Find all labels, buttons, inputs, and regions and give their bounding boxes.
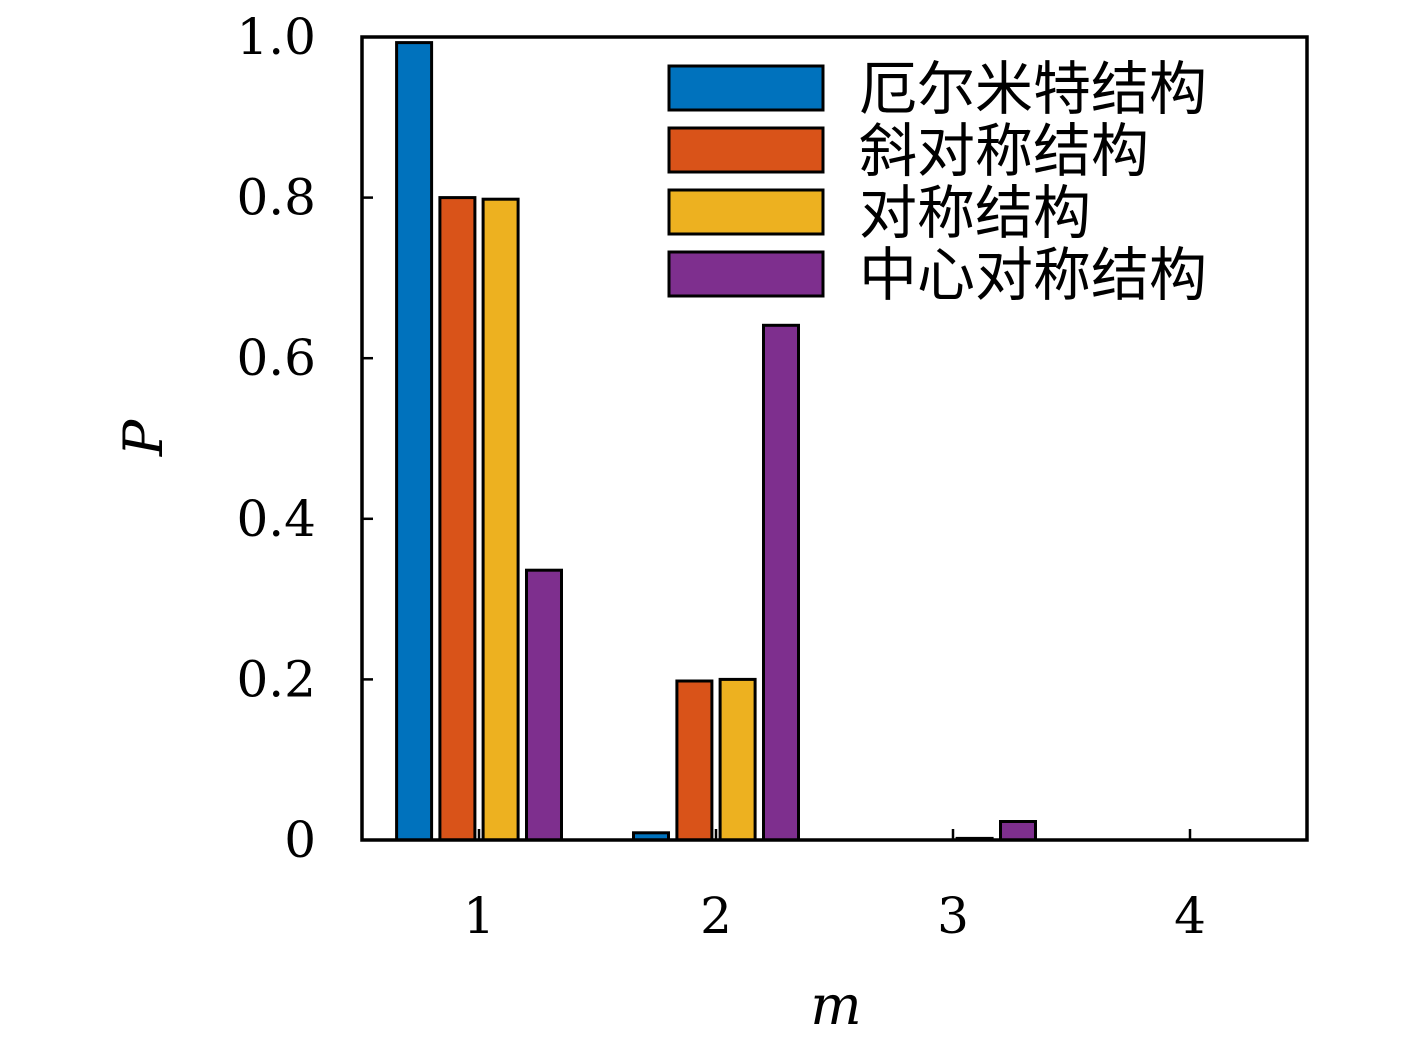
bar-series-4-cat-1 bbox=[525, 568, 563, 842]
bar-series-2-cat-2 bbox=[675, 679, 714, 842]
y-tick-label: 0.8 bbox=[236, 169, 316, 227]
x-tick-label: 2 bbox=[700, 887, 732, 945]
x-axis-label: m bbox=[810, 974, 861, 1037]
x-tick-label: 4 bbox=[1174, 887, 1206, 945]
axes-layer: 0 0.2 0.4 0.6 0.8 1.0 1 2 3 4 bbox=[236, 8, 1309, 945]
legend-label: 对称结构 bbox=[859, 179, 1091, 247]
x-tick-label: 3 bbox=[937, 887, 969, 945]
legend-swatch bbox=[667, 188, 825, 236]
bar-series-3-cat-2 bbox=[718, 677, 757, 842]
y-tick-label: 0 bbox=[284, 811, 316, 869]
legend-label: 斜对称结构 bbox=[859, 117, 1149, 185]
bars-layer bbox=[395, 41, 1037, 842]
legend-swatch bbox=[667, 64, 825, 112]
legend-label: 中心对称结构 bbox=[859, 241, 1207, 309]
bar-series-4-cat-3 bbox=[999, 820, 1037, 842]
legend-swatch bbox=[667, 126, 825, 174]
bar-series-4-cat-2 bbox=[762, 323, 800, 842]
y-tick-label: 0.6 bbox=[236, 329, 316, 387]
bar-series-3-cat-1 bbox=[481, 197, 520, 842]
y-tick-label: 1.0 bbox=[236, 8, 316, 66]
y-tick-label: 0.2 bbox=[236, 650, 316, 708]
plot-frame bbox=[360, 35, 1309, 842]
legend-label: 厄尔米特结构 bbox=[859, 55, 1207, 123]
y-tick-label: 0.4 bbox=[236, 490, 316, 548]
legend-swatch bbox=[667, 250, 825, 298]
bar-series-1-cat-1 bbox=[395, 41, 434, 842]
x-tick-label: 1 bbox=[463, 887, 495, 945]
y-axis-label: P bbox=[112, 418, 175, 457]
bar-series-2-cat-1 bbox=[438, 196, 477, 842]
